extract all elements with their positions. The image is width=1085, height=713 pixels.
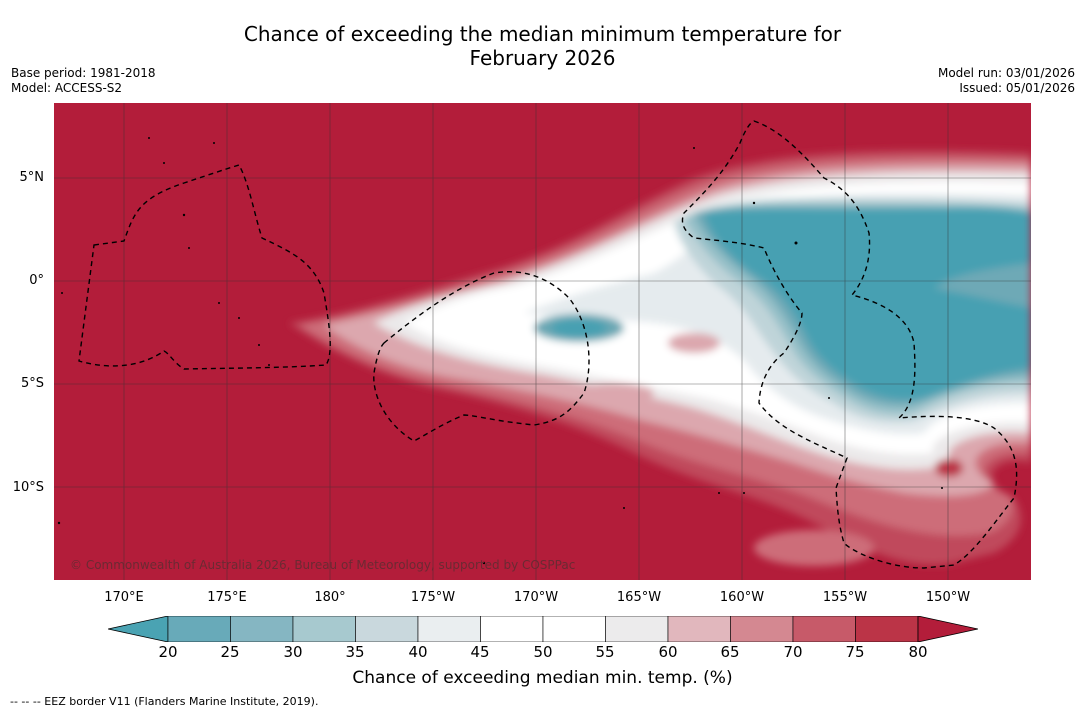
- hot-spot: [935, 459, 963, 477]
- graticule: [54, 103, 1031, 580]
- cb-tick-55: 55: [595, 643, 615, 661]
- base-period: Base period: 1981-2018: [11, 66, 156, 80]
- lon-label-170e: 170°E: [104, 590, 144, 605]
- colorbar-cell: [355, 616, 419, 642]
- south-patch-2: [574, 383, 654, 403]
- title-line-2: February 2026: [469, 46, 616, 70]
- south-patch-1: [754, 530, 874, 566]
- model-name: Model: ACCESS-S2: [11, 81, 123, 95]
- title-line-1: Chance of exceeding the median minimum t…: [243, 22, 842, 46]
- meta-left: Base period: 1981-2018 Model: ACCESS-S2: [11, 66, 156, 96]
- eez-tokelau: [373, 271, 590, 442]
- lat-label-5n: 5°N: [19, 170, 45, 185]
- cb-tick-25: 25: [220, 643, 240, 661]
- colorbar-cell: [605, 616, 669, 642]
- colorbar-low-extend: [108, 616, 169, 642]
- pink-patch: [668, 333, 720, 353]
- lon-label-175w: 175°W: [410, 590, 456, 605]
- lon-label-165w: 165°W: [616, 590, 662, 605]
- lat-label-0: 0°: [29, 273, 44, 288]
- cb-tick-75: 75: [845, 643, 865, 661]
- colorbar-cell: [792, 616, 856, 642]
- issued-date: Issued: 05/01/2026: [959, 81, 1075, 95]
- meta-right: Model run: 03/01/2026 Issued: 05/01/2026: [938, 66, 1075, 96]
- lon-label-170w: 170°W: [513, 590, 559, 605]
- lon-label-160w: 160°W: [719, 590, 765, 605]
- cb-tick-20: 20: [158, 643, 178, 661]
- cb-tick-35: 35: [345, 643, 365, 661]
- colorbar-cell: [167, 616, 231, 642]
- probability-map: [54, 103, 1031, 580]
- colorbar-cell: [667, 616, 731, 642]
- eez-kiribati-gilbert: [78, 164, 331, 370]
- colorbar-cell: [730, 616, 794, 642]
- lon-label-175e: 175°E: [207, 590, 247, 605]
- colorbar-cell: [542, 616, 606, 642]
- cb-tick-80: 80: [908, 643, 928, 661]
- colorbar-cell: [292, 616, 356, 642]
- colorbar-high-extend: [917, 616, 978, 642]
- cb-tick-45: 45: [470, 643, 490, 661]
- colorbar-label: Chance of exceeding median min. temp. (%…: [352, 668, 733, 688]
- lon-label-155w: 155°W: [822, 590, 868, 605]
- colorbar-cell: [855, 616, 919, 642]
- probability-field: [289, 150, 1031, 566]
- cb-tick-70: 70: [783, 643, 803, 661]
- lon-label-150w: 150°W: [925, 590, 971, 605]
- colorbar-cell: [480, 616, 544, 642]
- eez-footnote: -- -- -- EEZ border V11 (Flanders Marine…: [10, 695, 319, 708]
- colorbar-cells: [167, 616, 919, 642]
- cb-tick-40: 40: [408, 643, 428, 661]
- eez-borders: [78, 120, 1018, 569]
- cb-tick-30: 30: [283, 643, 303, 661]
- copyright-notice: © Commonwealth of Australia 2026, Bureau…: [70, 558, 576, 572]
- teal-core: [551, 319, 607, 337]
- cb-tick-50: 50: [533, 643, 553, 661]
- colorbar-cell: [417, 616, 481, 642]
- lat-label-10s: 10°S: [12, 480, 44, 495]
- lat-label-5s: 5°S: [20, 376, 44, 391]
- cb-tick-60: 60: [658, 643, 678, 661]
- lon-label-180: 180°: [314, 590, 346, 605]
- cb-tick-65: 65: [720, 643, 740, 661]
- map-title: Chance of exceeding the median minimum t…: [0, 22, 1085, 70]
- colorbar: [108, 616, 978, 642]
- model-run: Model run: 03/01/2026: [937, 66, 1075, 80]
- colorbar-cell: [230, 616, 294, 642]
- islands: [57, 137, 943, 565]
- band-20: [704, 207, 1031, 400]
